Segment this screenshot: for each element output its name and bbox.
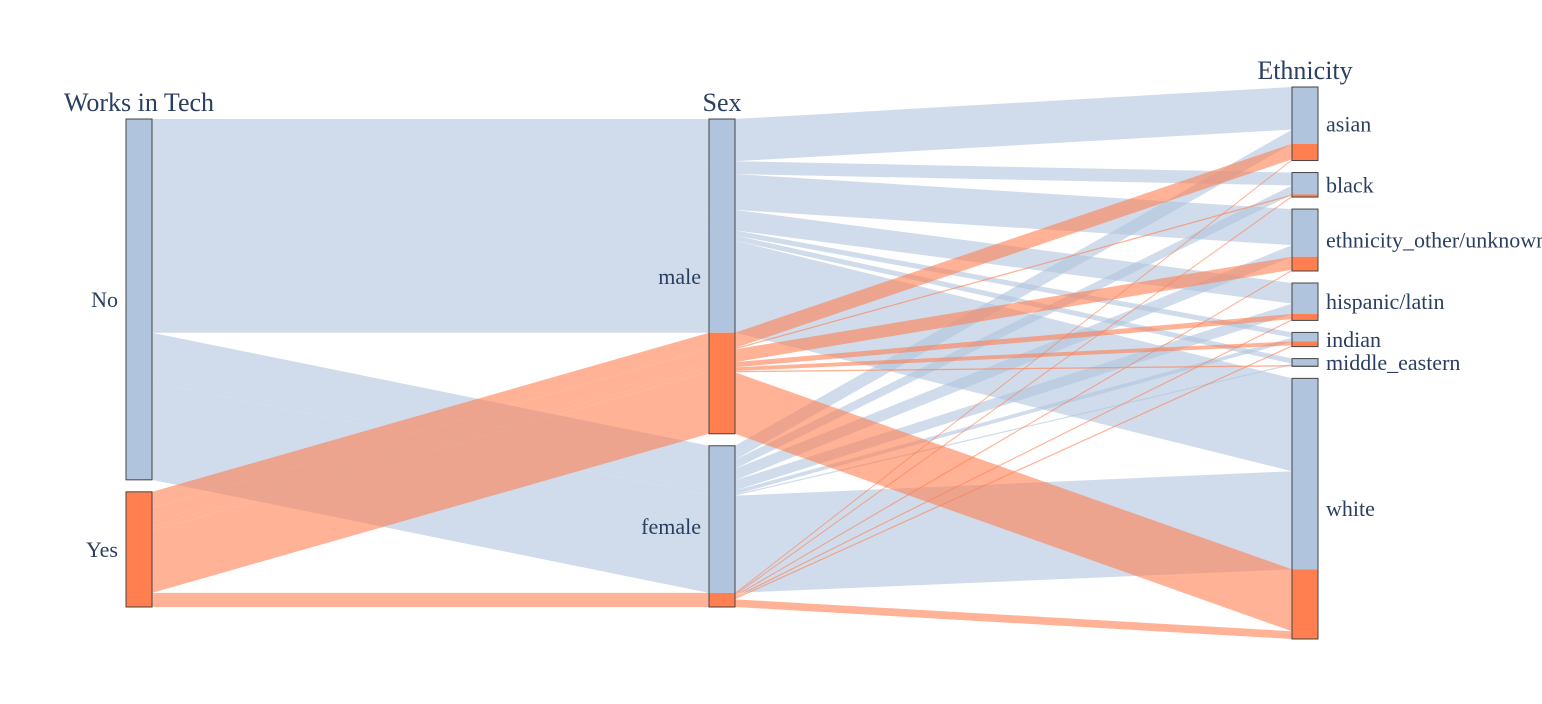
ribbon-no-male-middle-eastern-1[interactable] (152, 235, 709, 241)
ribbon-yes-male-indian-1[interactable] (152, 367, 709, 531)
category-bar-ethnicity-asian[interactable] (1291, 86, 1319, 162)
bar-segment-ethnicity-ethnicity-other-unknown-no[interactable] (1292, 209, 1318, 257)
bar-segment-ethnicity-black-no[interactable] (1292, 172, 1318, 195)
ribbon-yes-male-hispanic-latin-1[interactable] (152, 362, 709, 527)
ribbon-yes-male-ethnicity-other-unknown-2[interactable] (735, 256, 1292, 363)
ribbon-yes-female-black-2[interactable] (735, 195, 1292, 596)
category-bar-ethnicity-black[interactable] (1291, 172, 1319, 198)
bar-segment-ethnicity-hispanic-latin-yes[interactable] (1292, 313, 1318, 321)
bar-segment-sex-female-yes[interactable] (709, 592, 735, 607)
category-bar-ethnicity-ethnicity-other-unknown[interactable] (1291, 208, 1319, 272)
bar-segment-ethnicity-asian-yes[interactable] (1292, 143, 1318, 161)
bar-segment-sex-male-yes[interactable] (709, 332, 735, 434)
ribbon-yes-female-asian-1[interactable] (152, 592, 709, 595)
category-bar-ethnicity-white[interactable] (1291, 377, 1319, 640)
ribbon-yes-female-ethnicity-other-unknown-1[interactable] (152, 595, 709, 597)
ribbon-yes-male-middle-eastern-1[interactable] (152, 371, 709, 532)
ribbon-yes-male-indian-2[interactable] (735, 341, 1292, 372)
bar-segment-sex-female-no[interactable] (709, 445, 735, 593)
ribbon-no-male-asian-2[interactable] (735, 87, 1292, 162)
bar-segment-ethnicity-black-yes[interactable] (1292, 194, 1318, 198)
category-bar-ethnicity-hispanic-latin[interactable] (1291, 282, 1319, 321)
category-label-indian: indian (1326, 327, 1381, 352)
labels-layer: No Yes Works in Tech male female Sex asian blac… (64, 56, 1542, 562)
category-label-no: No (91, 287, 118, 312)
category-bar-ethnicity-indian[interactable] (1291, 331, 1319, 348)
bar-segment-ethnicity-white-yes[interactable] (1292, 569, 1318, 639)
bar-segment-ethnicity-asian-no[interactable] (1292, 87, 1318, 144)
ribbon-yes-male-white-1[interactable] (152, 372, 709, 593)
bar-segment-ethnicity-middle-eastern-no[interactable] (1292, 358, 1318, 366)
ribbon-no-male-white-1[interactable] (152, 240, 709, 333)
category-label-hispanic-latin: hispanic/latin (1326, 289, 1445, 314)
ribbon-yes-male-hispanic-latin-2[interactable] (735, 313, 1292, 368)
bar-segment-sex-male-no[interactable] (709, 119, 735, 333)
ribbon-yes-male-asian-2[interactable] (735, 143, 1292, 349)
ribbon-no-female-asian-2[interactable] (735, 129, 1292, 460)
ribbon-no-female-ethnicity-other-unknown-2[interactable] (735, 245, 1292, 481)
category-label-male: male (658, 264, 701, 289)
ribbon-yes-female-white-1[interactable] (152, 599, 709, 607)
bar-segment-works-in-tech-no-no[interactable] (126, 119, 152, 480)
category-label-asian: asian (1326, 111, 1371, 136)
category-bars-layer (125, 86, 1319, 640)
ribbon-no-male-hispanic-latin-1[interactable] (152, 209, 709, 231)
category-bar-sex-male[interactable] (708, 118, 736, 435)
category-label-middle-eastern: middle_eastern (1326, 350, 1460, 375)
ribbon-yes-male-ethnicity-other-unknown-1[interactable] (152, 349, 709, 522)
ribbon-no-male-indian-1[interactable] (152, 230, 709, 236)
bar-segment-ethnicity-hispanic-latin-no[interactable] (1292, 283, 1318, 314)
category-label-female: female (641, 514, 701, 539)
ribbon-no-male-ethnicity-other-unknown-1[interactable] (152, 174, 709, 210)
ribbon-yes-female-ethnicity-other-unknown-2[interactable] (735, 269, 1292, 597)
category-label-black: black (1326, 172, 1374, 197)
ribbon-yes-female-hispanic-latin-1[interactable] (152, 596, 709, 599)
ribbon-yes-female-hispanic-latin-2[interactable] (735, 319, 1292, 599)
bar-segment-ethnicity-white-no[interactable] (1292, 378, 1318, 570)
ribbon-no-male-black-2[interactable] (735, 161, 1292, 186)
category-bar-sex-female[interactable] (708, 445, 736, 608)
ribbon-no-male-black-1[interactable] (152, 161, 709, 175)
dimension-title-works-in-tech: Works in Tech (64, 88, 214, 117)
dimension-title-sex: Sex (703, 88, 742, 117)
ribbon-no-male-asian-1[interactable] (152, 119, 709, 162)
ribbon-yes-female-asian-2[interactable] (735, 159, 1292, 595)
bar-segment-ethnicity-indian-yes[interactable] (1292, 341, 1318, 347)
category-label-yes: Yes (86, 537, 118, 562)
bar-segment-ethnicity-indian-no[interactable] (1292, 332, 1318, 342)
bar-segment-works-in-tech-yes-yes[interactable] (126, 491, 152, 607)
ribbon-yes-female-indian-2[interactable] (735, 345, 1292, 600)
bar-segment-ethnicity-ethnicity-other-unknown-yes[interactable] (1292, 256, 1318, 271)
ribbon-yes-female-indian-1[interactable] (152, 598, 709, 600)
ribbon-yes-male-white-2[interactable] (735, 372, 1292, 632)
ribbon-yes-female-black-1[interactable] (152, 594, 709, 596)
category-label-white: white (1326, 496, 1375, 521)
category-bar-ethnicity-middle-eastern[interactable] (1291, 358, 1319, 367)
ribbon-yes-male-black-1[interactable] (152, 348, 709, 509)
category-bar-works-in-tech-yes[interactable] (125, 491, 153, 608)
category-bar-works-in-tech-no[interactable] (125, 118, 153, 481)
ribbon-yes-male-middle-eastern-2[interactable] (735, 365, 1292, 373)
ribbon-yes-male-asian-1[interactable] (152, 332, 709, 508)
dimension-title-ethnicity: Ethnicity (1257, 56, 1352, 85)
ribbon-yes-male-black-2[interactable] (735, 194, 1292, 350)
ribbon-no-female-black-2[interactable] (735, 185, 1292, 469)
ribbon-yes-female-white-2[interactable] (735, 599, 1292, 639)
bar-segment-ethnicity-middle-eastern-yes[interactable] (1292, 365, 1318, 367)
category-label-ethnicity-other-unknown: ethnicity_other/unknown (1326, 228, 1542, 253)
ribbon-no-male-ethnicity-other-unknown-2[interactable] (735, 174, 1292, 246)
ribbons-layer (152, 87, 1292, 639)
